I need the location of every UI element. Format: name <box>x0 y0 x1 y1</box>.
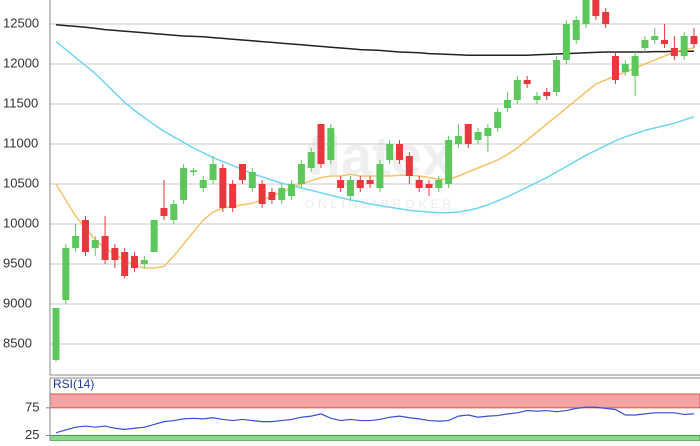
candle-body <box>180 168 188 200</box>
y-tick-label: 9500 <box>3 255 32 270</box>
candle-body <box>435 180 443 188</box>
candle-body <box>680 36 688 56</box>
candle-body <box>582 0 590 24</box>
candle-body <box>337 180 345 188</box>
candle-body <box>121 252 129 276</box>
candle-body <box>376 164 384 188</box>
candle-body <box>454 136 462 144</box>
candle-body <box>386 144 394 160</box>
candle-body <box>297 164 305 184</box>
moving-average <box>55 24 694 56</box>
candle-body <box>484 128 492 136</box>
lower-band <box>49 434 700 442</box>
candle-body <box>317 124 325 164</box>
watermark-sub: ONLINE BROKER <box>305 197 456 211</box>
candle-body <box>611 56 619 80</box>
candle-body <box>513 80 521 100</box>
candle-body <box>562 24 570 60</box>
candle-body <box>553 60 561 92</box>
candle-body <box>445 140 453 184</box>
candle-body <box>209 164 217 180</box>
rsi-line <box>55 406 695 434</box>
candle-body <box>229 184 237 208</box>
upper-band <box>49 393 700 409</box>
candle-body <box>661 40 669 44</box>
candle-body <box>670 48 678 56</box>
candle-body <box>651 36 659 40</box>
y-tick-label: 12000 <box>3 55 39 70</box>
candle-body <box>366 180 374 184</box>
panel-title: RSI(14) <box>53 377 94 391</box>
candle-body <box>327 128 335 160</box>
candle-body <box>140 260 148 264</box>
candle-body <box>101 236 109 260</box>
moving-average <box>55 47 695 269</box>
candle-body <box>474 132 482 140</box>
y-tick-label: 12500 <box>3 15 39 30</box>
candle-body <box>494 112 502 128</box>
y-tick-label: 11500 <box>3 95 38 110</box>
candle-body <box>199 180 207 188</box>
candle-body <box>160 208 168 216</box>
candle-body <box>268 192 276 200</box>
candle-body <box>248 172 256 188</box>
candle-body <box>131 256 139 268</box>
candle-body <box>631 56 639 76</box>
candle-body <box>533 96 541 100</box>
candle-body <box>543 92 551 96</box>
candle-body <box>572 20 580 40</box>
candle-body <box>52 308 60 360</box>
candle-body <box>415 180 423 188</box>
y-tick-label: 75 <box>25 399 39 414</box>
candle-body <box>150 220 158 252</box>
candle-body <box>523 80 531 84</box>
candle-body <box>464 124 472 144</box>
moving-average <box>55 41 695 214</box>
candle-body <box>258 184 266 204</box>
candle-body <box>278 188 286 200</box>
candle-body <box>504 100 512 108</box>
candle-body <box>111 248 119 260</box>
y-tick-label: 8500 <box>3 335 32 350</box>
candle-body <box>238 164 246 180</box>
candle-body <box>170 204 178 220</box>
candle-body <box>602 12 610 24</box>
candle-body <box>62 248 70 300</box>
candle-body <box>91 240 99 248</box>
candle-body <box>592 0 600 16</box>
y-tick-label: 11000 <box>3 135 38 150</box>
y-tick-label: 10500 <box>3 175 39 190</box>
candle-body <box>396 144 404 160</box>
candle-body <box>405 156 413 176</box>
candle-body <box>641 40 649 48</box>
candle-body <box>81 220 89 252</box>
candle-body <box>189 170 197 172</box>
candle-body <box>346 180 354 196</box>
candle-body <box>288 184 296 196</box>
candle-body <box>72 236 80 248</box>
candle-body <box>219 168 227 208</box>
candle-body <box>356 180 364 188</box>
candle-body <box>425 184 433 188</box>
candle-body <box>621 64 629 72</box>
candle-body <box>307 152 315 168</box>
candle-body <box>690 36 698 44</box>
y-tick-label: 9000 <box>3 295 32 310</box>
y-tick-label: 10000 <box>3 215 39 230</box>
y-tick-label: 25 <box>25 427 39 441</box>
